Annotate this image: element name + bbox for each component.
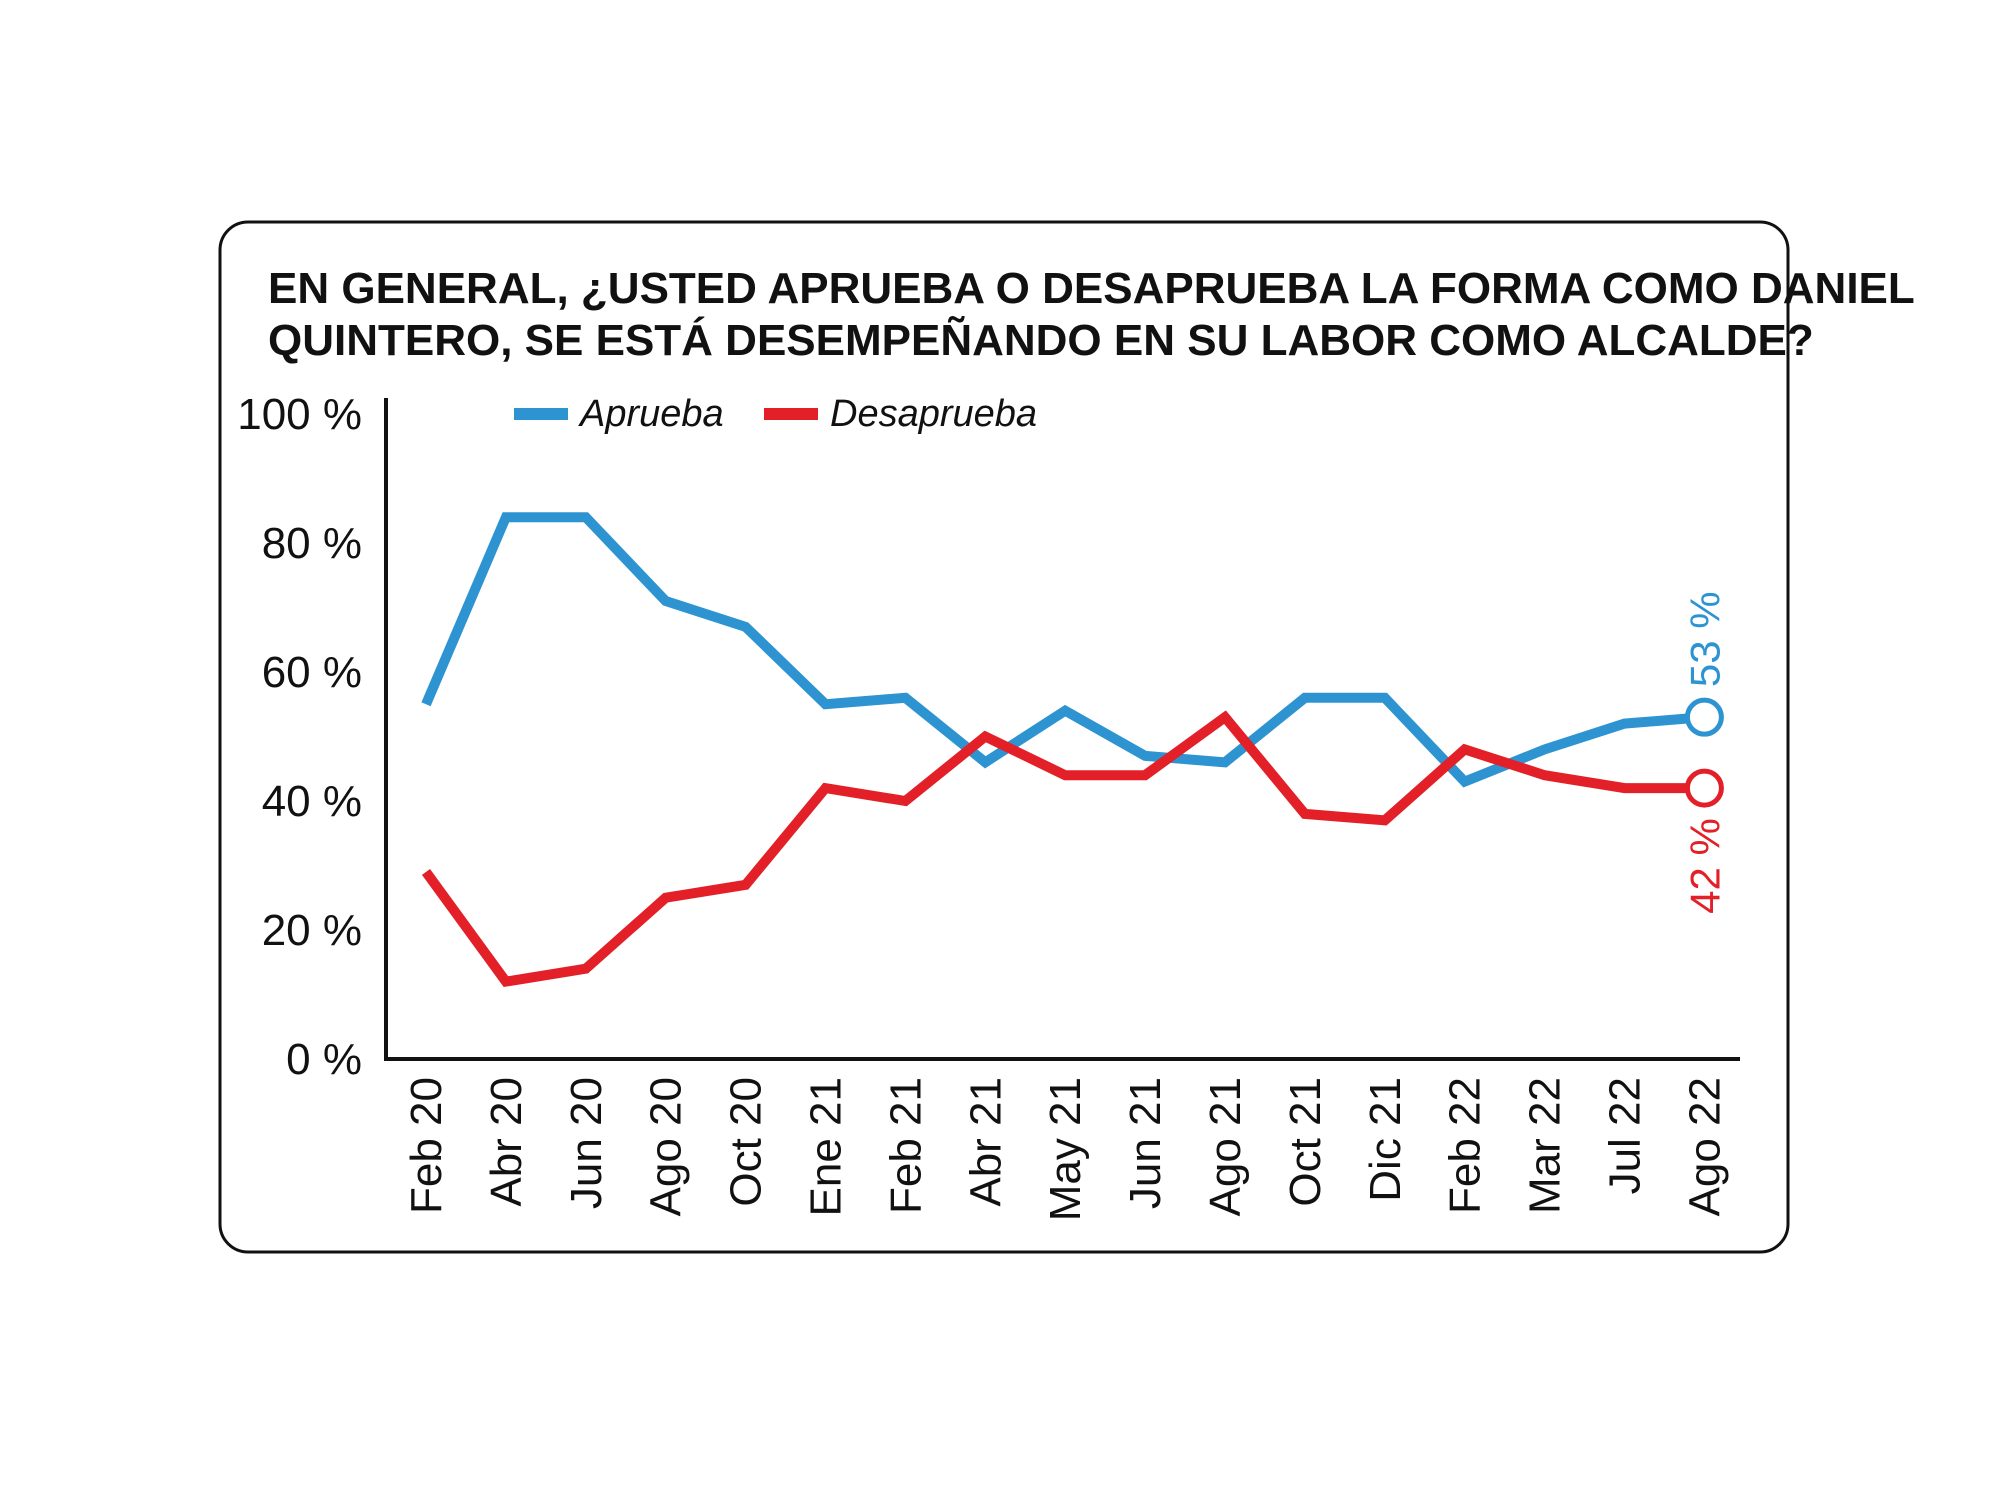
end-label-desaprueba: 42 % [1681,818,1728,914]
x-tick-label: Feb 22 [1441,1077,1490,1214]
x-tick-label: Ene 21 [802,1077,851,1216]
x-tick-label: Feb 20 [402,1077,451,1214]
chart-title-line-1: EN GENERAL, ¿USTED APRUEBA O DESAPRUEBA … [268,264,1915,313]
x-tick-label: Feb 21 [881,1077,930,1214]
x-tick-label: Oct 21 [1281,1077,1330,1207]
x-tick-label: Abr 20 [482,1077,531,1207]
y-tick-label: 20 % [262,906,362,955]
x-tick-label: Oct 20 [722,1077,771,1207]
end-marker-aprueba [1684,697,1724,737]
x-tick-label: Ago 21 [1201,1077,1250,1216]
x-tick-label: Jul 22 [1601,1077,1650,1194]
x-tick-label: Abr 21 [961,1077,1010,1207]
x-tick-label: Mar 22 [1521,1077,1570,1214]
x-tick-label: Jun 21 [1121,1077,1170,1209]
x-tick-label: Dic 21 [1361,1077,1410,1202]
x-axis-ticks: Feb 20 Abr 20 Jun 20 Ago 20 Oct 20 Ene 21 Feb … [402,1077,1729,1221]
x-tick-label: Ago 22 [1680,1077,1729,1216]
chart-frame [218,220,1790,1254]
y-tick-label: 40 % [262,777,362,826]
end-label-aprueba: 53 % [1681,591,1728,687]
legend-label-desaprueba: Desaprueba [830,393,1037,435]
y-tick-label: 100 % [237,390,362,439]
y-tick-label: 60 % [262,648,362,697]
end-marker-desaprueba [1684,768,1724,808]
x-tick-label: May 21 [1041,1077,1090,1221]
chart-title-line-2: QUINTERO, SE ESTÁ DESEMPEÑANDO EN SU LAB… [268,315,1814,365]
x-tick-label: Ago 20 [642,1077,691,1216]
x-tick-label: Jun 20 [562,1077,611,1209]
y-tick-label: 0 % [286,1035,362,1084]
y-tick-label: 80 % [262,519,362,568]
legend: Aprueba Desaprueba [514,393,1037,435]
y-axis-ticks: 0 % 20 % 40 % 60 % 80 % 100 % [237,390,362,1084]
legend-label-aprueba: Aprueba [578,393,724,435]
series-layer: 53 % 42 % [421,512,1728,988]
